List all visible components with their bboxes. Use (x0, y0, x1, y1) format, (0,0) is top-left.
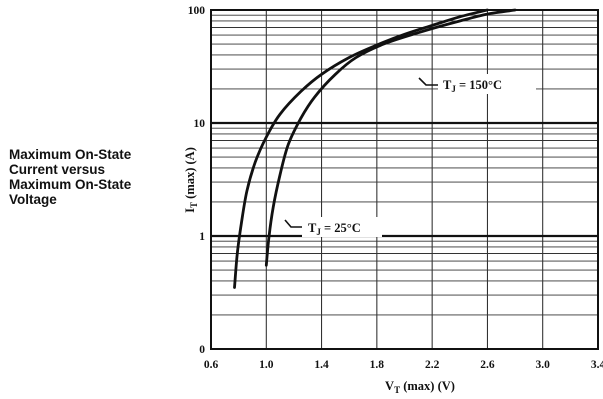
y-tick-label: 10 (194, 118, 206, 130)
x-tick-label: 2.6 (480, 359, 495, 371)
x-tick-label: 3.0 (536, 359, 551, 371)
x-tick-label: 1.0 (259, 359, 274, 371)
curves (233, 8, 517, 289)
series-label-main: T (308, 221, 317, 235)
caption-line-3: Maximum On-State (9, 177, 132, 192)
x-tick-label: 0.6 (204, 359, 219, 371)
y-tick-label: 100 (188, 5, 206, 17)
series-label-leader (418, 77, 440, 86)
series-label-bg (302, 217, 382, 237)
series-label-rest: = 25°C (321, 221, 361, 235)
x-axis-title-sub: T (394, 385, 400, 395)
caption-line-2: Current versus (9, 162, 106, 177)
series-line-1 (233, 8, 489, 289)
grid (210, 10, 599, 349)
series-label-0: TJ = 25°C (308, 221, 361, 237)
y-axis-title-rest: (max) (A) (183, 147, 197, 202)
series-label-sub: J (451, 84, 456, 94)
x-axis-title-rest: (max) (V) (400, 379, 455, 393)
y-axis-title-main: I (183, 208, 197, 213)
series-label-bg (438, 74, 536, 94)
tick-labels: 0.6 1.0 1.4 1.8 2.2 2.6 3.0 3.4 0 1 10 100 (188, 5, 603, 371)
plot-frame (210, 9, 599, 350)
chart-caption: Maximum On-State Current versus Maximum … (9, 147, 179, 207)
series-line-0 (264, 8, 517, 267)
series-label-leader (284, 219, 304, 228)
series-label-1: TJ = 150°C (443, 78, 502, 94)
y-tick-label: 0 (199, 344, 205, 356)
x-axis-title: VT (max) (V) (385, 379, 455, 395)
x-tick-label: 3.4 (591, 359, 603, 371)
series-label-sub: J (316, 227, 321, 237)
series-label-main: T (443, 78, 452, 92)
caption-line-4: Voltage (9, 192, 57, 207)
x-tick-label: 2.2 (425, 359, 440, 371)
y-tick-label: 1 (199, 231, 205, 243)
x-axis-title-main: V (385, 379, 394, 393)
caption-line-1: Maximum On-State (9, 147, 132, 162)
annotations: TJ = 25°CTJ = 150°C (284, 74, 536, 237)
series-label-rest: = 150°C (456, 78, 502, 92)
y-axis-title-sub: T (189, 202, 199, 208)
plot-border (210, 9, 599, 350)
y-axis-title: IT (max) (A) (183, 147, 199, 213)
x-tick-label: 1.4 (314, 359, 329, 371)
x-tick-label: 1.8 (370, 359, 385, 371)
